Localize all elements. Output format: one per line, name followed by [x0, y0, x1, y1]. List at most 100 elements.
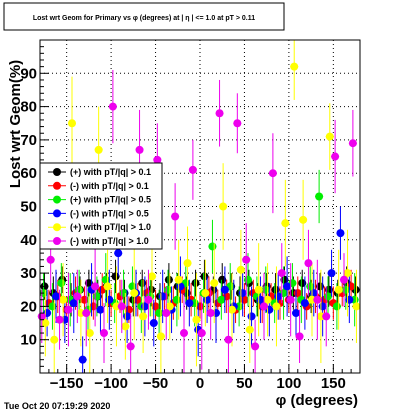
data-point [162, 309, 171, 318]
data-point [144, 295, 153, 304]
data-point [69, 299, 78, 308]
data-point [46, 255, 55, 264]
y-tick-label: 20 [20, 298, 37, 315]
data-point [117, 302, 126, 311]
data-point [220, 285, 229, 294]
data-point [52, 292, 60, 301]
data-point [114, 249, 123, 258]
data-point [272, 302, 281, 311]
title-frame [3, 2, 285, 31]
data-point [119, 289, 128, 298]
data-point [153, 155, 162, 164]
data-point [324, 285, 333, 294]
data-point [280, 275, 289, 284]
data-point [55, 315, 64, 324]
data-point [41, 319, 50, 328]
data-point [155, 309, 164, 318]
data-point [121, 322, 130, 331]
axis-ticks: −150 −100 −50 0 50 100 150 10 20 30 40 50 60 70 80 90 [20, 46, 352, 392]
data-point [224, 335, 233, 344]
data-point [334, 285, 343, 294]
data-point [180, 329, 188, 338]
y-tick-label: 40 [20, 232, 37, 249]
data-point [315, 192, 324, 201]
data-point [183, 259, 192, 268]
legend-marker [53, 195, 61, 204]
data-point [206, 309, 215, 318]
data-point [164, 285, 172, 294]
data-point [103, 282, 112, 291]
data-point [200, 272, 209, 281]
data-point [300, 299, 309, 308]
data-point [247, 312, 256, 321]
data-point [331, 152, 340, 161]
data-point [343, 269, 352, 278]
y-tick-label: 60 [20, 165, 37, 182]
data-point [218, 275, 227, 284]
data-point [274, 292, 283, 301]
data-point [298, 279, 307, 288]
data-point [260, 302, 268, 311]
y-axis-title: Lost wrt Geom(%) [7, 60, 24, 188]
y-tick-label: 50 [20, 199, 37, 216]
y-tick-label: 90 [20, 65, 37, 82]
data-point [164, 275, 173, 284]
data-point [352, 302, 361, 311]
data-point [219, 202, 228, 211]
y-tick-label: 80 [20, 99, 37, 116]
x-tick-label: 50 [236, 375, 253, 392]
footer-timestamp: Tue Oct 20 07:19:29 2020 [4, 401, 110, 411]
data-point [254, 285, 263, 294]
legend-marker [53, 237, 61, 245]
title-box: Lost wrt Geom for Primary vs φ (degrees)… [3, 2, 285, 31]
data-point [158, 292, 167, 301]
legend-label: (-) with pT/|q| > 0.1 [70, 181, 149, 191]
data-point [59, 295, 68, 304]
data-point [149, 319, 158, 328]
data-point [197, 329, 206, 338]
y-tick-label: 30 [20, 265, 37, 282]
data-point [236, 265, 245, 274]
data-point [48, 302, 57, 311]
data-point [80, 295, 89, 304]
data-point [286, 295, 295, 304]
data-point [327, 269, 336, 278]
data-point [201, 289, 210, 298]
data-point [91, 282, 100, 291]
data-point [174, 275, 183, 284]
data-point [172, 295, 181, 304]
y-tick-label: 70 [20, 132, 37, 149]
data-point [332, 302, 341, 311]
data-point [192, 315, 201, 324]
data-point [292, 309, 300, 318]
data-point [100, 329, 108, 338]
data-point [94, 145, 103, 154]
data-point [242, 255, 251, 264]
series-5 [37, 69, 357, 373]
data-point [228, 305, 236, 314]
data-point [245, 325, 254, 334]
data-point [188, 165, 197, 174]
data-point [191, 279, 200, 288]
x-tick-label: 150 [321, 375, 346, 392]
data-point [105, 295, 114, 304]
data-point [336, 229, 345, 238]
data-point [130, 289, 139, 298]
data-point [244, 275, 252, 284]
data-point [277, 269, 286, 278]
data-point [68, 119, 76, 128]
data-point [261, 285, 270, 294]
data-point [126, 342, 135, 351]
data-point [341, 285, 350, 294]
data-point [313, 295, 322, 304]
data-point [325, 132, 334, 141]
data-point [64, 305, 73, 314]
legend-label: (+) with pT/|q| > 0.5 [70, 195, 151, 205]
data-point [281, 219, 290, 228]
data-point [73, 292, 82, 301]
data-point [215, 109, 224, 118]
data-point [108, 102, 117, 111]
data-point [85, 329, 94, 338]
data-point [316, 282, 324, 291]
